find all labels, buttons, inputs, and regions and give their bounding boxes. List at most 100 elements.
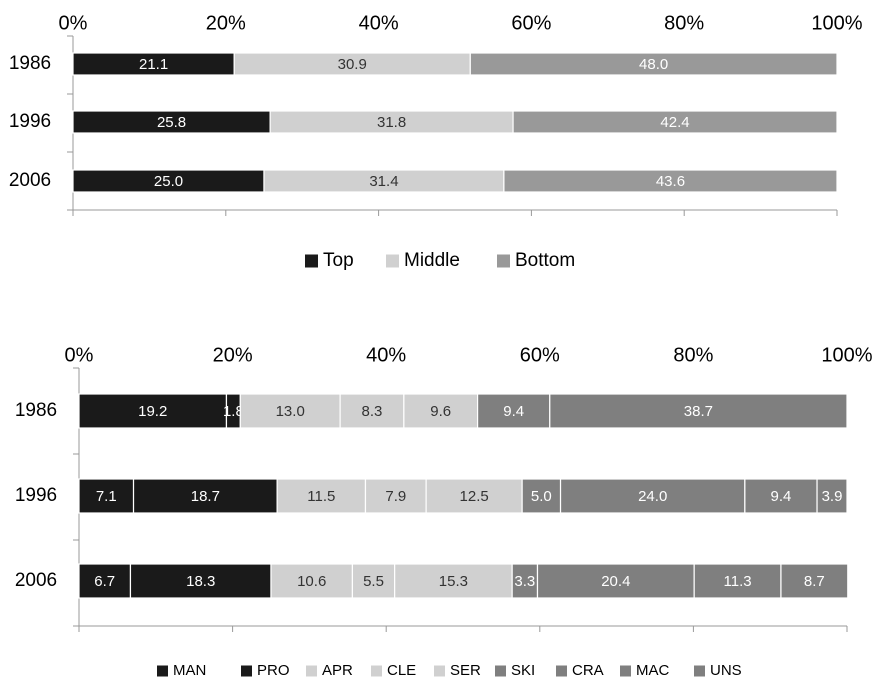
data-label: 24.0: [638, 488, 667, 505]
bar-segment: [503, 169, 838, 193]
legend-label: CRA: [572, 662, 604, 679]
bar-segment: [339, 393, 405, 429]
x-tick-label: 0%: [59, 12, 88, 34]
bar-segment: [394, 563, 513, 599]
x-tick-label: 20%: [213, 344, 253, 366]
legend-swatch: [497, 254, 510, 268]
category-label: 2006: [9, 170, 51, 191]
legend-swatch: [305, 254, 318, 268]
bar-segment: [78, 478, 135, 514]
data-label: 1.8: [223, 403, 244, 420]
legend-swatch: [241, 665, 252, 677]
data-label: 31.4: [369, 173, 398, 190]
chart-1-occupational-levels: 0% 20% 40% 60% 80% 100% 1986 21.1 30.9 48.0 1996 25…: [9, 12, 863, 271]
data-label: 9.4: [503, 403, 524, 420]
data-label: 10.6: [297, 573, 326, 590]
data-label: 19.2: [138, 403, 167, 420]
bar-segment: [78, 563, 132, 599]
x-tick-label: 100%: [821, 344, 872, 366]
data-label: 42.4: [660, 114, 689, 131]
category-label: 1986: [9, 53, 51, 74]
x-tick-label: 40%: [366, 344, 406, 366]
data-label: 5.0: [531, 488, 552, 505]
data-label: 48.0: [639, 56, 668, 73]
data-label: 21.1: [139, 56, 168, 73]
legend-label: APR: [322, 662, 353, 679]
x-tick-label: 80%: [664, 12, 704, 34]
legend-label: MAC: [636, 662, 670, 679]
legend-label: SKI: [511, 662, 535, 679]
x-tick-label: 60%: [520, 344, 560, 366]
legend-swatch: [157, 665, 168, 677]
data-label: 43.6: [656, 173, 685, 190]
data-label: 31.8: [377, 114, 406, 131]
x-tick-label: 80%: [673, 344, 713, 366]
legend-label: Middle: [404, 250, 460, 271]
legend-label: CLE: [387, 662, 416, 679]
legend-label: MAN: [173, 662, 206, 679]
bar-segment: [780, 563, 849, 599]
x-tick-label: 40%: [359, 12, 399, 34]
bar-segment: [521, 478, 562, 514]
bar-segment: [132, 478, 278, 514]
category-label: 1996: [15, 485, 57, 506]
data-label: 12.5: [460, 488, 489, 505]
data-label: 9.6: [430, 403, 451, 420]
legend-label: Top: [323, 250, 354, 271]
data-label: 20.4: [601, 573, 630, 590]
data-label: 7.9: [385, 488, 406, 505]
legend-swatch: [694, 665, 705, 677]
category-label: 2006: [15, 570, 57, 591]
bar-segment: [239, 393, 341, 429]
data-label: 8.3: [362, 403, 383, 420]
category-label: 1996: [9, 111, 51, 132]
data-label: 3.9: [822, 488, 843, 505]
bar-segment: [476, 393, 551, 429]
legend-label: Bottom: [515, 250, 575, 271]
legend-swatch: [386, 254, 399, 268]
legend-swatch: [306, 665, 317, 677]
data-label: 15.3: [439, 573, 468, 590]
legend-swatch: [495, 665, 506, 677]
bar-segment: [129, 563, 272, 599]
data-label: 18.3: [186, 573, 215, 590]
bar-segment: [469, 52, 838, 76]
bar-segment: [403, 393, 479, 429]
legend-label: PRO: [257, 662, 290, 679]
data-label: 3.3: [514, 573, 535, 590]
data-label: 13.0: [276, 403, 305, 420]
bar-segment: [536, 563, 695, 599]
legend-swatch: [434, 665, 445, 677]
bar-segment: [512, 110, 838, 134]
data-label: 7.1: [96, 488, 117, 505]
bar-segment: [559, 478, 746, 514]
category-label: 1986: [15, 400, 57, 421]
bar-segment: [78, 393, 228, 429]
data-label: 18.7: [191, 488, 220, 505]
legend-swatch: [371, 665, 382, 677]
data-label: 6.7: [94, 573, 115, 590]
data-label: 11.5: [307, 488, 335, 505]
data-label: 9.4: [771, 488, 792, 505]
data-label: 38.7: [684, 403, 713, 420]
x-tick-label: 0%: [65, 344, 94, 366]
x-tick-label: 60%: [511, 12, 551, 34]
bar-segment: [816, 478, 848, 514]
data-label: 30.9: [338, 56, 367, 73]
legend-label: SER: [450, 662, 481, 679]
data-label: 8.7: [804, 573, 825, 590]
legend-label: UNS: [710, 662, 742, 679]
bar-segment: [549, 393, 848, 429]
data-label: 5.5: [363, 573, 384, 590]
bar-segment: [425, 478, 523, 514]
bar-segment: [351, 563, 396, 599]
x-tick-label: 100%: [811, 12, 862, 34]
bar-segment: [744, 478, 818, 514]
x-tick-label: 20%: [206, 12, 246, 34]
data-label: 11.3: [724, 573, 752, 590]
data-label: 25.8: [157, 114, 186, 131]
chart-2-occupational-groups: 0% 20% 40% 60% 80% 100% 1986 19.2 1.8 13.0 8.3 9.6 9…: [15, 344, 873, 679]
legend-swatch: [620, 665, 631, 677]
data-label: 25.0: [154, 173, 183, 190]
